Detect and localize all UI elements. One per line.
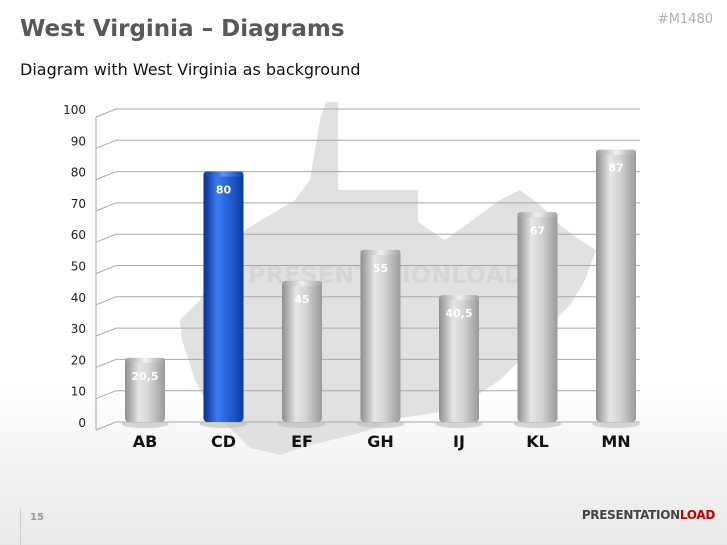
slide-title: West Virginia – Diagrams	[20, 16, 345, 42]
y-tick-label: 30	[71, 322, 86, 336]
y-tick-label: 60	[71, 228, 86, 242]
gridline-depth	[95, 327, 117, 337]
gridline-depth	[95, 296, 117, 306]
gridline-depth	[95, 265, 117, 274]
x-category-label: IJ	[453, 432, 465, 451]
bar-cd	[203, 171, 244, 422]
x-category-label: CD	[211, 432, 236, 451]
gridline-depth	[95, 139, 117, 149]
bar-top-cap	[360, 249, 401, 255]
y-tick-label: 80	[71, 166, 86, 180]
gridline-depth	[95, 202, 117, 212]
gridline-depth	[95, 108, 117, 118]
page-number: 15	[30, 512, 44, 523]
bar-top-cap	[282, 281, 322, 287]
bar-value-label: 55	[373, 262, 388, 275]
y-tick-label: 50	[71, 260, 86, 274]
x-category-label: KL	[526, 432, 549, 451]
y-tick-label: 90	[71, 134, 86, 148]
brand-part-1: PRESENTATION	[581, 508, 680, 522]
slide-code: #M1480	[657, 12, 713, 27]
bar-top-cap	[125, 357, 165, 363]
x-category-label: EF	[291, 432, 313, 451]
gridline-depth	[95, 358, 117, 368]
bar-value-label: 20,5	[131, 370, 158, 383]
bar-top-cap	[596, 149, 636, 155]
slide-subtitle: Diagram with West Virginia as background	[20, 60, 361, 79]
bar-ab	[125, 357, 165, 422]
gridline-depth	[95, 421, 117, 431]
brand-part-2: LOAD	[679, 508, 715, 522]
bar-value-label: 40,5	[445, 307, 472, 320]
y-tick-label: 10	[71, 385, 86, 399]
y-tick-label: 0	[78, 416, 86, 430]
bar-gh	[360, 249, 401, 422]
bar-ij	[439, 295, 479, 422]
y-tick-label: 20	[71, 353, 86, 367]
gridline-depth	[95, 233, 117, 243]
gridline-depth	[95, 390, 117, 400]
bar-mn	[596, 149, 636, 422]
gridline-depth	[95, 171, 117, 181]
x-category-label: GH	[367, 432, 394, 451]
y-tick-label: 40	[71, 291, 86, 305]
y-tick-label: 70	[71, 197, 86, 211]
bar-ef	[282, 281, 322, 422]
footer-divider	[20, 508, 21, 545]
bar-value-label: 45	[294, 293, 309, 306]
x-category-label: MN	[601, 432, 630, 451]
bar-value-label: 67	[530, 224, 545, 237]
bar-top-cap	[439, 295, 479, 301]
bar-value-label: 87	[608, 162, 623, 175]
bar-kl	[517, 212, 558, 422]
bar-value-label: 80	[216, 184, 232, 197]
bar-top-cap	[203, 171, 244, 177]
x-category-label: AB	[133, 432, 158, 451]
y-tick-label: 100	[63, 103, 86, 117]
brand-logo: PRESENTATIONLOAD	[582, 508, 715, 522]
bar-top-cap	[517, 212, 558, 218]
